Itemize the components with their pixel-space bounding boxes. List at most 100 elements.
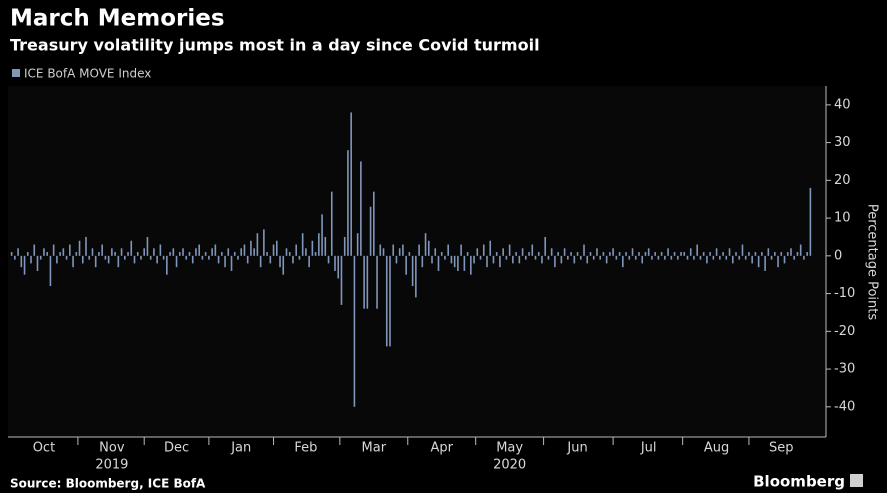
bar xyxy=(56,255,58,264)
bar xyxy=(256,233,259,256)
x-tick-label: Aug xyxy=(704,441,729,456)
bar xyxy=(94,255,97,268)
bar xyxy=(343,236,346,256)
bar xyxy=(117,255,120,268)
bar xyxy=(518,255,521,264)
bar xyxy=(541,255,543,264)
bar xyxy=(706,255,708,264)
y-tick-label: 0 xyxy=(834,248,842,263)
bar xyxy=(696,244,698,256)
bar xyxy=(444,255,446,260)
legend-swatch xyxy=(12,69,20,77)
bar xyxy=(434,248,437,256)
y-tick-label: 30 xyxy=(834,135,851,150)
bar xyxy=(23,255,26,275)
bar xyxy=(473,255,475,264)
bar xyxy=(318,233,320,256)
x-tick-label: Mar xyxy=(362,441,387,456)
bar xyxy=(43,248,45,256)
bar xyxy=(185,255,188,260)
bar xyxy=(612,248,614,256)
bar xyxy=(699,255,702,260)
bar xyxy=(334,255,336,271)
bar xyxy=(660,252,663,256)
bar xyxy=(143,248,146,256)
x-tick-label: Apr xyxy=(430,441,453,456)
bar xyxy=(49,255,52,287)
bar xyxy=(373,191,375,256)
bar xyxy=(521,248,524,256)
bar xyxy=(214,244,217,256)
bar xyxy=(243,244,246,256)
bar xyxy=(369,206,372,256)
bar xyxy=(311,240,314,256)
bar xyxy=(75,252,78,256)
bar xyxy=(104,255,107,260)
bar xyxy=(667,248,669,256)
bar xyxy=(149,255,152,260)
bar xyxy=(560,255,563,264)
bar xyxy=(592,255,595,260)
bar xyxy=(350,112,352,256)
bar xyxy=(602,252,605,256)
bar xyxy=(20,255,23,268)
bar xyxy=(295,244,297,256)
bar xyxy=(457,255,459,271)
bar xyxy=(544,236,547,256)
y-tick-label: -40 xyxy=(834,399,855,414)
bar xyxy=(162,255,165,260)
bar xyxy=(550,248,553,256)
bar xyxy=(731,255,734,264)
bar xyxy=(340,255,343,305)
bar xyxy=(166,255,168,275)
bar xyxy=(217,255,220,264)
bar xyxy=(683,252,686,256)
bar xyxy=(88,255,91,260)
x-tick-label: Jul xyxy=(640,441,657,456)
bar xyxy=(156,255,158,264)
bar xyxy=(382,248,385,256)
bar xyxy=(793,255,796,260)
y-tick-label: -30 xyxy=(834,362,855,377)
bar xyxy=(676,255,679,260)
bar xyxy=(288,252,291,256)
bar xyxy=(169,252,171,256)
bar xyxy=(398,248,401,256)
bar xyxy=(757,255,760,268)
bar xyxy=(689,248,692,256)
chart-title: March Memories xyxy=(10,6,225,32)
bar xyxy=(140,255,142,260)
bar xyxy=(515,252,517,256)
bar xyxy=(227,248,230,256)
bar xyxy=(486,255,488,268)
bar xyxy=(783,255,786,264)
bar xyxy=(26,252,29,256)
bar xyxy=(347,150,349,256)
bar xyxy=(583,244,585,256)
bar xyxy=(579,255,582,260)
bar xyxy=(233,252,236,256)
bar xyxy=(622,255,624,268)
bar xyxy=(761,252,763,256)
bar xyxy=(427,240,430,256)
bar xyxy=(107,255,110,264)
bar xyxy=(482,244,485,256)
bar xyxy=(641,255,644,264)
bar xyxy=(576,252,579,256)
bar xyxy=(246,255,249,264)
chart-subtitle: Treasury volatility jumps most in a day … xyxy=(10,36,540,55)
bar xyxy=(508,244,511,256)
bar xyxy=(204,252,207,256)
bar xyxy=(175,255,178,268)
bar xyxy=(292,255,294,264)
bar xyxy=(664,255,666,260)
bar xyxy=(693,255,695,260)
bar xyxy=(250,240,252,256)
bar xyxy=(719,255,721,260)
x-tick-label: May xyxy=(496,441,523,456)
bar xyxy=(178,252,181,256)
bar xyxy=(670,255,673,260)
bar xyxy=(17,248,19,256)
bar xyxy=(266,252,268,256)
bar xyxy=(453,255,456,268)
